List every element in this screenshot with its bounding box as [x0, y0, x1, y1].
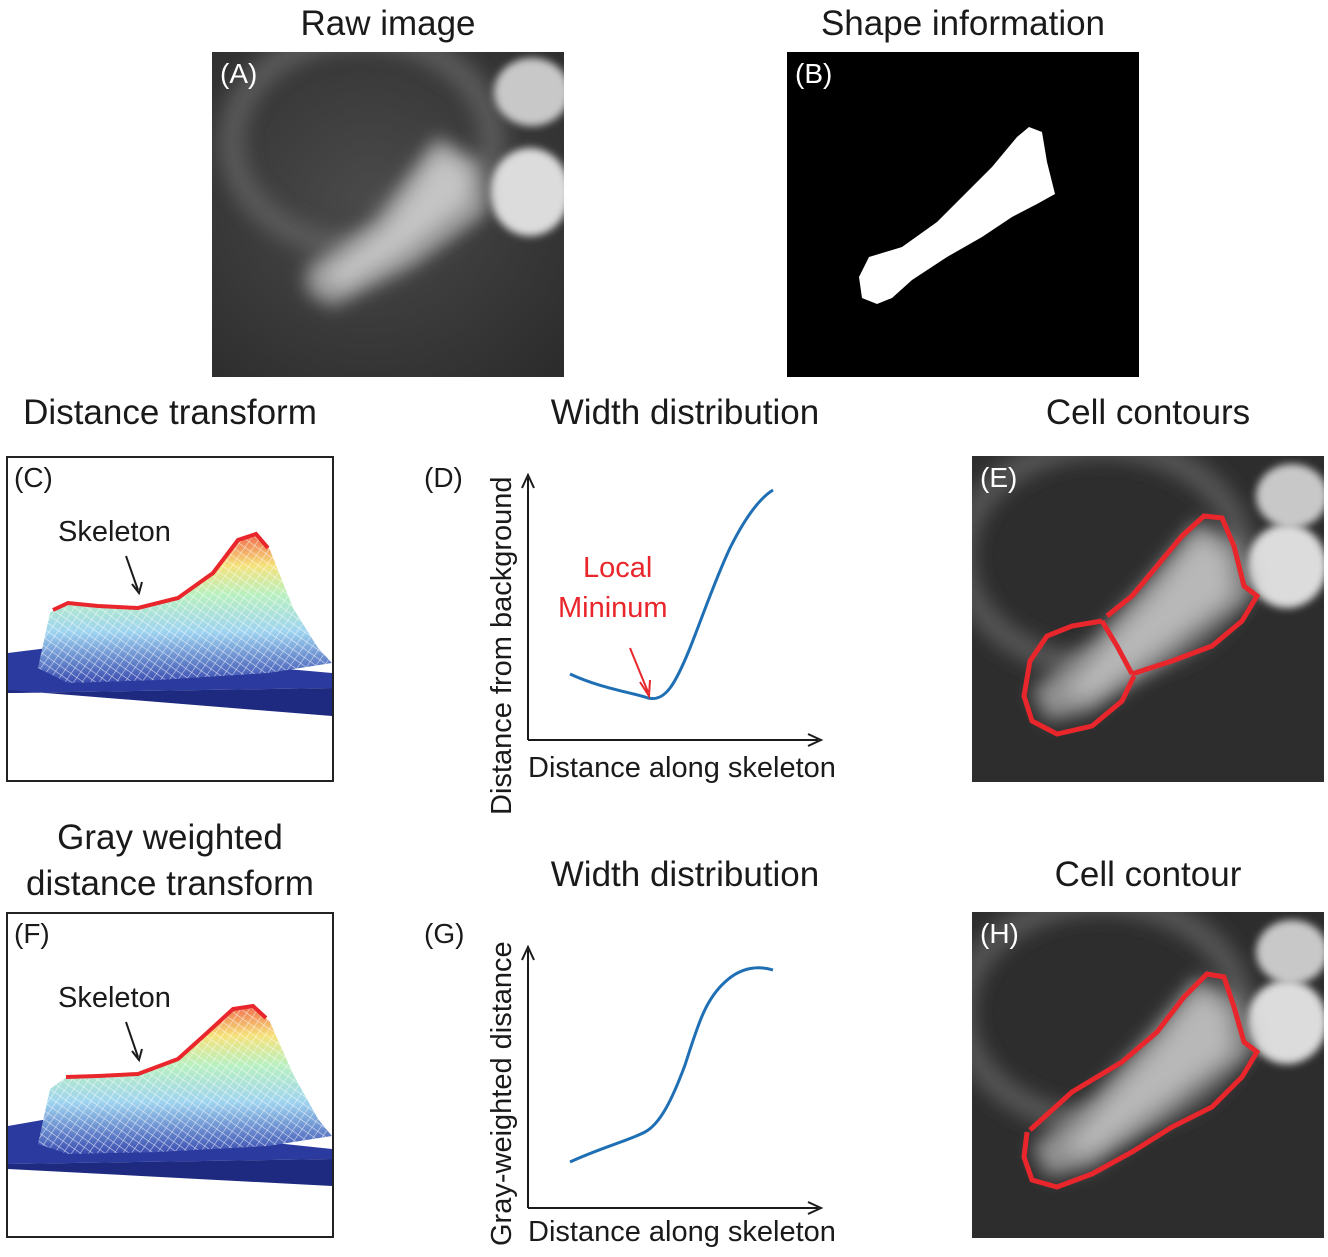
- title-shape-information: Shape information: [820, 4, 1106, 43]
- panel-h-cell-contour: (H): [972, 912, 1324, 1238]
- gray-surface-graphic: [8, 1003, 332, 1186]
- skeleton-label-c: Skeleton: [58, 516, 171, 548]
- title-width-distribution-1: Width distribution: [550, 393, 820, 432]
- plot-g-curve: [569, 966, 774, 1164]
- panel-label-a: (A): [220, 58, 258, 89]
- shape-mask-graphic: [787, 52, 1139, 377]
- panel-label-g: (G): [424, 918, 465, 949]
- panel-b-shape: (B): [787, 52, 1139, 377]
- title-gray-weighted-line1: Gray weighted: [57, 818, 283, 857]
- skeleton-label-f: Skeleton: [58, 982, 171, 1014]
- title-width-distribution-2: Width distribution: [550, 855, 820, 894]
- panel-label-e: (E): [980, 462, 1018, 493]
- local-minimum-label-line2: Mininum: [558, 592, 668, 624]
- panel-label-f: (F): [14, 918, 50, 949]
- raw-image-graphic: [212, 52, 564, 377]
- panel-label-b: (B): [795, 58, 833, 89]
- panel-f-gray-weighted-transform: (F) Skeleton: [6, 912, 334, 1238]
- title-cell-contour: Cell contour: [1054, 855, 1242, 894]
- local-minimum-label-line1: Local: [583, 552, 653, 584]
- plot-g-axes: [521, 944, 824, 1215]
- plot-g-xlabel: Distance along skeleton: [528, 1216, 836, 1248]
- plot-d-axes: [521, 472, 824, 747]
- plot-d-xlabel: Distance along skeleton: [528, 752, 836, 784]
- distance-surface-graphic: [8, 531, 332, 716]
- plot-d-ylabel: Distance from background: [486, 476, 518, 816]
- panel-a-raw-image: (A): [212, 52, 564, 377]
- panel-e-cell-contours: (E): [972, 456, 1324, 782]
- title-gray-weighted-line2: distance transform: [26, 864, 314, 903]
- title-raw-image: Raw image: [300, 4, 476, 43]
- plot-g-width-distribution: Distance along skeleton Gray-weighted di…: [480, 890, 890, 1257]
- panel-label-h: (H): [980, 918, 1019, 949]
- plot-d-curve: [569, 488, 774, 701]
- cell-contour-graphic: [972, 912, 1324, 1238]
- cell-contours-graphic: [972, 456, 1324, 782]
- panel-label-c: (C): [14, 462, 53, 493]
- plot-g-ylabel: Gray-weighted distance: [486, 941, 518, 1246]
- title-cell-contours: Cell contours: [1045, 393, 1251, 432]
- plot-d-width-distribution: Local Mininum Distance along skeleton Di…: [480, 430, 890, 825]
- panel-label-d: (D): [424, 462, 463, 493]
- panel-c-distance-transform: (C) Skeleton: [6, 456, 334, 782]
- title-distance-transform: Distance transform: [23, 393, 317, 432]
